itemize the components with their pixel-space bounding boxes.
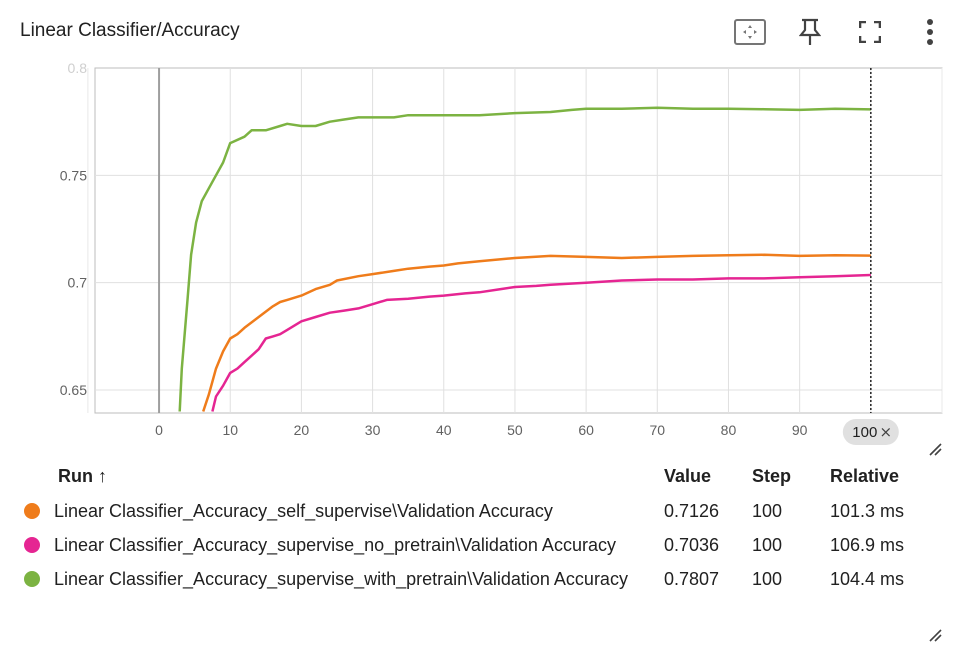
more-vert-icon xyxy=(927,19,933,45)
run-relative: 106.9 ms xyxy=(830,535,905,555)
card-title: Linear Classifier/Accuracy xyxy=(20,20,240,41)
pin-icon xyxy=(799,18,821,45)
fullscreen-icon xyxy=(859,21,881,43)
x-tick-label: 0 xyxy=(155,422,163,438)
y-tick-label: 0.65 xyxy=(60,382,87,398)
run-name: Linear Classifier_Accuracy_supervise_no_… xyxy=(54,535,616,555)
x-tick-label: 90 xyxy=(792,422,808,438)
x-tick-label: 40 xyxy=(436,422,452,438)
run-step: 100 xyxy=(752,501,783,521)
more-options-button[interactable] xyxy=(912,14,948,50)
step-cursor-chip[interactable] xyxy=(842,419,899,445)
chart-resize-handle-icon[interactable] xyxy=(928,442,942,456)
step-cursor-label: 100 xyxy=(852,424,877,441)
series-line xyxy=(178,106,871,412)
run-value: 0.7807 xyxy=(664,569,720,589)
table-row: Linear Classifier_Accuracy_supervise_wit… xyxy=(18,563,940,597)
series-line xyxy=(202,253,871,412)
run-value: 0.7036 xyxy=(664,535,720,555)
series-line xyxy=(211,273,871,412)
table-row: Linear Classifier_Accuracy_self_supervis… xyxy=(18,495,940,529)
run-relative: 101.3 ms xyxy=(830,501,905,521)
table-row: Linear Classifier_Accuracy_supervise_no_… xyxy=(18,529,940,563)
run-column-header[interactable]: Run ↑ xyxy=(58,466,107,486)
run-step: 100 xyxy=(752,535,783,555)
x-tick-label: 10 xyxy=(222,422,238,438)
run-color-dot xyxy=(24,571,40,587)
x-tick-label: 80 xyxy=(721,422,737,438)
fullscreen-button[interactable] xyxy=(852,14,888,50)
run-name: Linear Classifier_Accuracy_self_supervis… xyxy=(54,501,553,521)
y-tick-label: 0.7 xyxy=(68,275,88,291)
y-tick-label: 0.8 xyxy=(68,60,88,76)
x-tick-label: 60 xyxy=(578,422,594,438)
pin-button[interactable] xyxy=(792,14,828,50)
x-tick-label: 20 xyxy=(294,422,310,438)
runs-table: Run ↑ Value Step Relative Linear Classif… xyxy=(18,462,940,597)
value-column-header[interactable]: Value xyxy=(664,466,712,486)
run-relative: 104.4 ms xyxy=(830,569,905,589)
run-value: 0.7126 xyxy=(664,501,720,521)
run-name: Linear Classifier_Accuracy_supervise_wit… xyxy=(54,569,628,589)
card-toolbar xyxy=(732,14,948,50)
close-icon[interactable]: × xyxy=(880,423,893,441)
fit-domain-button[interactable] xyxy=(732,14,768,50)
run-step: 100 xyxy=(752,569,783,589)
accuracy-chart[interactable]: 0.65 0.7 0.75 0.8 0 10 20 30 40 50 60 70 80 90 100 × xyxy=(0,60,962,450)
step-column-header[interactable]: Step xyxy=(752,466,792,486)
x-tick-label: 50 xyxy=(507,422,523,438)
relative-column-header[interactable]: Relative xyxy=(830,466,900,486)
x-tick-label: 70 xyxy=(650,422,666,438)
run-color-dot xyxy=(24,503,40,519)
x-tick-label: 30 xyxy=(365,422,381,438)
plot-area xyxy=(94,67,943,414)
run-color-dot xyxy=(24,537,40,553)
fit-domain-icon xyxy=(734,19,766,45)
y-tick-label: 0.75 xyxy=(60,167,87,183)
table-resize-handle-icon[interactable] xyxy=(928,628,942,642)
